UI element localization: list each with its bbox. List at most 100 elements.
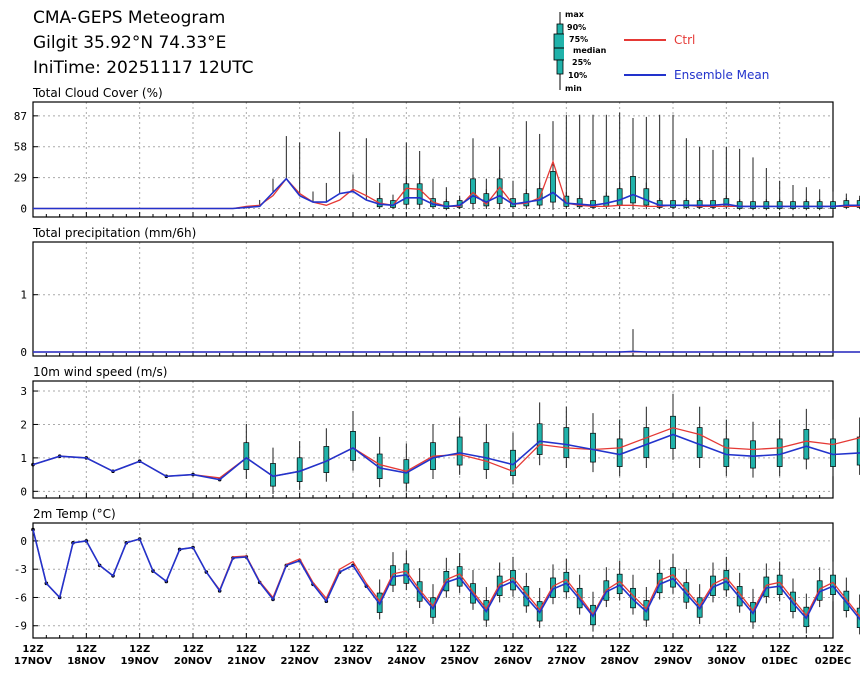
- ensemble-box: [296, 457, 303, 482]
- x-hour-label: 12Z: [76, 644, 97, 655]
- ensemble-box: [643, 188, 650, 206]
- title-block: CMA-GEPS Meteogram Gilgit 35.92°N 74.33°…: [33, 6, 254, 81]
- y-tick-label: 58: [14, 141, 27, 154]
- x-date-label: 18NOV: [67, 656, 106, 667]
- ctrl-swatch: [624, 39, 666, 41]
- y-tick-label: 0: [20, 202, 27, 215]
- ensemble-box: [803, 429, 810, 460]
- panel-frame: [32, 101, 834, 218]
- ensemble-box: [830, 201, 836, 209]
- legend-p10-label: 10%: [568, 71, 588, 80]
- x-date-label: 22NOV: [281, 656, 320, 667]
- boxplot-legend: max 90% 75% median 25% 10% min: [548, 8, 618, 94]
- ensemble-box: [736, 201, 743, 209]
- panel-title-precip: Total precipitation (mm/6h): [33, 226, 197, 240]
- ensemble-box: [630, 176, 636, 204]
- ensemble-box: [616, 438, 623, 467]
- ensemble-box: [843, 590, 850, 612]
- ensemble-mean-line: [32, 433, 860, 481]
- x-hour-label: 12Z: [716, 644, 737, 655]
- chart-title: CMA-GEPS Meteogram: [33, 8, 226, 28]
- ensemble-box: [750, 201, 756, 209]
- x-hour-label: 12Z: [129, 644, 150, 655]
- y-tick-label: 29: [14, 172, 27, 185]
- panel-title-temp: 2m Temp (°C): [33, 507, 116, 521]
- ensemble-box: [416, 183, 423, 205]
- ensemble-mean-line: [33, 350, 860, 353]
- ensemble-box: [710, 200, 716, 208]
- ensemble-box: [590, 200, 596, 208]
- x-date-label: 26NOV: [494, 656, 533, 667]
- ensemble-box: [563, 427, 570, 458]
- x-date-label: 20NOV: [174, 656, 213, 667]
- x-hour-label: 12Z: [502, 644, 523, 655]
- x-date-label: 24NOV: [387, 656, 426, 667]
- ensemble-box: [750, 440, 756, 469]
- x-hour-label: 12Z: [449, 644, 470, 655]
- ensemble-box: [523, 193, 530, 207]
- ensemble-box: [616, 188, 623, 206]
- x-date-label: 28NOV: [601, 656, 640, 667]
- ensemble-box: [683, 200, 690, 208]
- y-tick-label: 0: [20, 346, 27, 359]
- x-hour-label: 12Z: [662, 644, 683, 655]
- x-date-label: 17NOV: [14, 656, 53, 667]
- ensemble-box: [603, 195, 610, 207]
- legend-max-label: max: [565, 10, 584, 19]
- y-tick-label: 3: [20, 385, 27, 398]
- ensemble-box: [643, 427, 650, 458]
- ensemble-box: [696, 427, 703, 458]
- boxplot-legend-glyph: [553, 12, 564, 90]
- ensemble-box: [696, 200, 703, 208]
- x-date-label: 01DEC: [761, 656, 797, 667]
- ensemble-box: [590, 432, 596, 463]
- x-date-label: 02DEC: [815, 656, 851, 667]
- legend-p25-label: 25%: [572, 58, 592, 67]
- x-hour-label: 12Z: [822, 644, 843, 655]
- ensemble-box: [536, 423, 543, 455]
- ensemble-box: [816, 201, 823, 209]
- ensemble-box: [776, 201, 783, 209]
- x-date-label: 23NOV: [334, 656, 373, 667]
- x-hour-label: 12Z: [769, 644, 790, 655]
- y-tick-label: 1: [20, 452, 27, 465]
- legend-median-label: median: [573, 46, 607, 55]
- ensemble-box: [670, 200, 676, 208]
- ensemble-box: [723, 198, 730, 208]
- panel-title-wind: 10m wind speed (m/s): [33, 365, 168, 379]
- ensemble-box: [576, 587, 583, 609]
- legend-p90-label: 90%: [567, 23, 587, 32]
- ensemble-box: [403, 183, 410, 205]
- x-date-label: 29NOV: [654, 656, 693, 667]
- ensemble-box: [843, 200, 850, 208]
- ensemble-box: [790, 201, 796, 209]
- legend-min-label: min: [565, 84, 582, 93]
- x-hour-label: 12Z: [342, 644, 363, 655]
- y-tick-label: 1: [20, 289, 27, 302]
- y-tick-label: 2: [20, 418, 27, 431]
- ctrl-label: Ctrl: [674, 33, 696, 47]
- panel-title-cloud: Total Cloud Cover (%): [33, 86, 163, 100]
- x-hour-label: 12Z: [396, 644, 417, 655]
- x-hour-label: 12Z: [609, 644, 630, 655]
- legend-p75-label: 75%: [569, 35, 589, 44]
- x-hour-label: 12Z: [236, 644, 257, 655]
- mean-swatch: [624, 74, 666, 76]
- ensemble-box: [390, 565, 396, 586]
- ensemble-box: [723, 438, 730, 467]
- x-date-label: 19NOV: [121, 656, 160, 667]
- x-hour-label: 12Z: [556, 644, 577, 655]
- mean-label: Ensemble Mean: [674, 68, 770, 82]
- ensemble-box: [443, 201, 450, 209]
- ensemble-mean-line: [32, 529, 860, 621]
- panel-frame: [32, 241, 834, 357]
- ensemble-box: [350, 430, 356, 461]
- y-tick-label: 87: [14, 110, 27, 123]
- ensemble-box: [576, 198, 583, 208]
- station-location: Gilgit 35.92°N 74.33°E: [33, 33, 227, 53]
- ensemble-box: [483, 442, 490, 470]
- x-date-label: 25NOV: [441, 656, 480, 667]
- y-tick-label: 0: [20, 485, 27, 498]
- legend-mean: Ensemble Mean: [624, 68, 769, 82]
